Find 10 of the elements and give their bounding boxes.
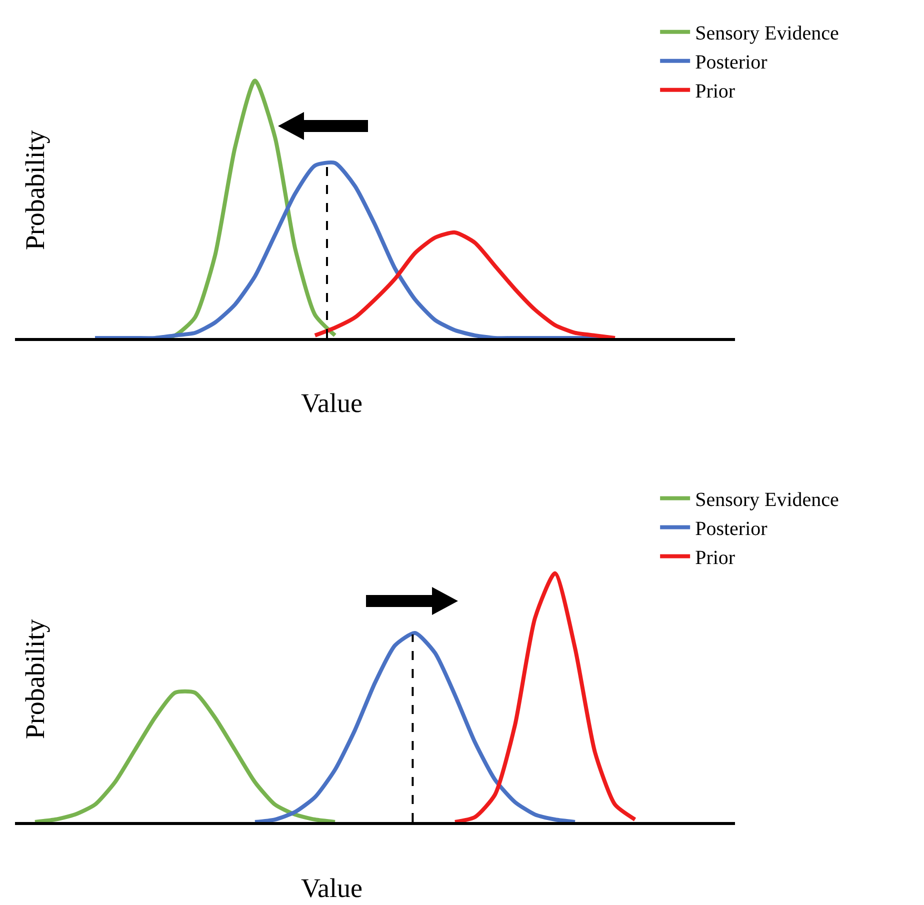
legend-label: Posterior xyxy=(695,518,768,540)
x-axis-title: Value xyxy=(301,388,362,418)
legend-label: Sensory Evidence xyxy=(695,22,840,45)
legend-label: Posterior xyxy=(695,52,768,74)
y-axis-title: Probability xyxy=(20,618,50,740)
legend-label: Prior xyxy=(695,80,736,103)
legend-label: Sensory Evidence xyxy=(695,489,840,512)
x-axis-title: Value xyxy=(301,873,362,903)
y-axis-title: Probability xyxy=(20,130,50,250)
legend-label: Prior xyxy=(695,547,736,570)
